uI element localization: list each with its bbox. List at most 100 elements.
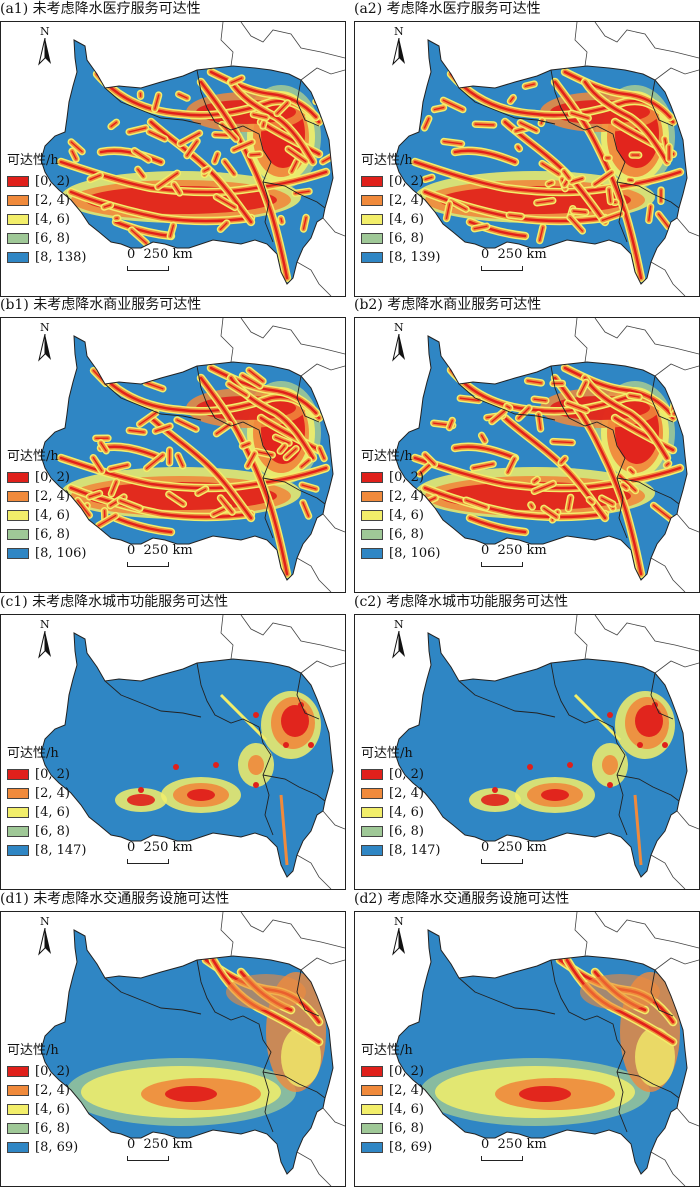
legend-item: [2, 4) [361,487,471,506]
legend-item: [6, 8) [361,1119,471,1138]
legend-swatch [7,529,29,540]
map-panel: (d1) 未考虑降水交通服务设施可达性 N 可达性/h [0, 2) [2, 4) [4,… [0,890,346,1187]
legend-label: [2, 4) [389,785,424,801]
accessibility-map [394,318,699,592]
accessibility-map [394,912,699,1186]
north-arrow-icon: N [389,619,409,659]
legend-title: 可达性/h [7,1043,59,1058]
legend-item: [0, 2) [361,468,471,487]
legend-swatch [7,826,29,837]
legend-label: [2, 4) [389,488,424,504]
legend-label: [8, 106) [389,545,441,561]
legend-swatch [361,548,383,559]
legend-swatch [361,1142,383,1153]
legend-label: [8, 139) [389,249,441,265]
legend-label: [0, 2) [389,173,424,189]
scale-label: 0 250 km [127,1137,193,1152]
map-panel: (d2) 考虑降水交通服务设施可达性 N 可达性/h [0, 2) [2, 4) [4, … [354,890,700,1187]
legend-label: [8, 69) [35,1139,79,1155]
legend-item: [0, 2) [7,468,117,487]
legend-item: [8, 138) [7,248,117,267]
legend-swatch [7,788,29,799]
legend-label: [6, 8) [389,823,424,839]
scale-bar: 0 250 km [127,1137,217,1167]
legend-label: [2, 4) [35,192,70,208]
north-label: N [394,321,404,334]
legend-label: [6, 8) [389,230,424,246]
panel-title: (d2) 考虑降水交通服务设施可达性 [354,891,570,907]
north-arrow-icon: N [35,26,55,66]
scale-bar: 0 250 km [127,543,217,573]
accessibility-map [40,318,345,592]
map-legend: 可达性/h [0, 2) [2, 4) [4, 6) [6, 8) [8, 106) [361,449,471,563]
north-label: N [40,321,50,334]
legend-item: [2, 4) [361,784,471,803]
legend-item: [8, 69) [361,1138,471,1157]
legend-item: [0, 2) [7,1062,117,1081]
scale-bar-line [481,1156,523,1161]
legend-label: [4, 6) [389,507,424,523]
scale-bar-line [481,562,523,567]
map-panel: (a1) 未考虑降水医疗服务可达性 N 可达性/h [0, 2) [2, 4) [4, 6… [0,0,346,297]
scale-bar-line [127,859,169,864]
legend-label: [6, 8) [35,1120,70,1136]
legend-swatch [361,252,383,263]
scale-bar-line [481,859,523,864]
legend-swatch [361,1123,383,1134]
north-label: N [394,25,404,38]
map-frame: N 可达性/h [0, 2) [2, 4) [4, 6) [6, 8) [8, 138) 0 … [0,21,346,297]
legend-label: [4, 6) [389,1101,424,1117]
legend-title: 可达性/h [361,153,413,168]
legend-label: [6, 8) [389,1120,424,1136]
legend-item: [4, 6) [361,210,471,229]
legend-label: [0, 2) [389,766,424,782]
legend-swatch [361,788,383,799]
accessibility-map [40,615,345,889]
map-frame: N 可达性/h [0, 2) [2, 4) [4, 6) [6, 8) [8, 139) 0 … [354,21,700,297]
legend-swatch [361,510,383,521]
legend-item: [6, 8) [7,525,117,544]
legend-label: [2, 4) [35,785,70,801]
north-arrow-icon: N [35,322,55,362]
legend-swatch [361,1104,383,1115]
legend-swatch [361,491,383,502]
north-arrow-icon: N [389,322,409,362]
legend-swatch [7,510,29,521]
map-frame: N 可达性/h [0, 2) [2, 4) [4, 6) [6, 8) [8, 147) 0 … [354,614,700,890]
legend-swatch [7,491,29,502]
map-legend: 可达性/h [0, 2) [2, 4) [4, 6) [6, 8) [8, 69) [361,1043,471,1157]
map-frame: N 可达性/h [0, 2) [2, 4) [4, 6) [6, 8) [8, 69) 0 2… [0,911,346,1187]
map-frame: N 可达性/h [0, 2) [2, 4) [4, 6) [6, 8) [8, 147) 0 … [0,614,346,890]
legend-swatch [7,233,29,244]
legend-swatch [361,807,383,818]
legend-label: [0, 2) [35,766,70,782]
scale-label: 0 250 km [481,840,547,855]
legend-swatch [361,472,383,483]
legend-swatch [361,176,383,187]
legend-item: [8, 106) [361,544,471,563]
legend-item: [2, 4) [7,784,117,803]
map-legend: 可达性/h [0, 2) [2, 4) [4, 6) [6, 8) [8, 147) [7,746,117,860]
legend-swatch [361,845,383,856]
legend-swatch [7,472,29,483]
legend-swatch [361,826,383,837]
legend-swatch [7,195,29,206]
legend-label: [6, 8) [35,823,70,839]
legend-title: 可达性/h [7,449,59,464]
legend-label: [6, 8) [35,526,70,542]
legend-item: [2, 4) [361,1081,471,1100]
legend-item: [4, 6) [361,506,471,525]
legend-swatch [361,195,383,206]
legend-swatch [361,214,383,225]
panel-title: (a1) 未考虑降水医疗服务可达性 [0,1,201,17]
scale-bar-line [127,1156,169,1161]
legend-label: [2, 4) [35,1082,70,1098]
legend-swatch [7,1123,29,1134]
scale-bar: 0 250 km [127,840,217,870]
legend-swatch [361,529,383,540]
legend-title: 可达性/h [7,746,59,761]
legend-item: [0, 2) [361,172,471,191]
accessibility-map [394,615,699,889]
legend-item: [8, 106) [7,544,117,563]
scale-label: 0 250 km [481,543,547,558]
